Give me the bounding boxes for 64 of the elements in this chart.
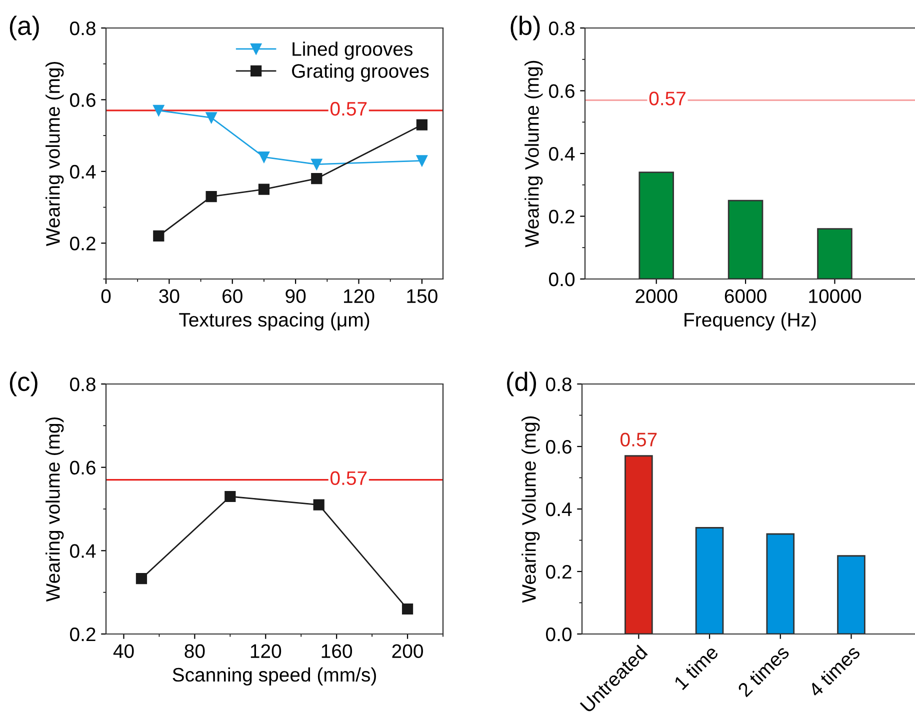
y-tick-label: 0.2 [70, 236, 96, 250]
y-tick-label: 0.2 [546, 564, 572, 579]
point [416, 155, 428, 166]
x-tick-label: 1 time [673, 644, 720, 690]
point [311, 158, 322, 170]
point [206, 112, 217, 124]
point [313, 499, 324, 510]
x-tick-label: 160 [322, 644, 352, 658]
y-axis-title: Wearing Volume (mg) [522, 416, 540, 603]
y-tick-label: 0.0 [549, 272, 575, 286]
point [153, 104, 164, 116]
x-tick-label: 60 [222, 289, 242, 304]
x-tick-label: 150 [407, 289, 438, 304]
chart-title: (a) [10, 16, 39, 40]
x-axis-title: Textures spacing (μm) [179, 312, 370, 331]
chart-title: (b) [510, 16, 540, 40]
legend-label: Grating grooves [292, 64, 429, 82]
ref-line-label: 0.57 [330, 102, 367, 116]
y-tick-label: 0.8 [546, 377, 572, 392]
x-axis-title: Frequency (Hz) [684, 312, 816, 331]
x-tick-label: 200 [392, 644, 423, 658]
y-tick-label: 0.6 [70, 460, 96, 475]
x-tick-label: 10000 [809, 289, 862, 304]
ref-line-label: 0.57 [330, 471, 367, 486]
point [311, 173, 322, 184]
y-tick-label: 0.4 [546, 502, 572, 516]
y-tick-label: 0.0 [546, 627, 572, 642]
y-tick-label: 0.6 [549, 84, 574, 98]
ref-line-label: 0.57 [649, 92, 686, 106]
data-label: 0.57 [620, 432, 657, 446]
point [416, 119, 428, 130]
x-tick-label: 6000 [724, 289, 766, 304]
x-tick-label: 2000 [636, 289, 678, 304]
point [136, 573, 148, 584]
x-tick-label: 90 [286, 289, 306, 304]
legend-label: Lined grooves [292, 42, 413, 60]
y-tick-label: 0.8 [70, 21, 96, 36]
y-tick-label: 0.2 [549, 210, 574, 224]
y-axis-title: Wearing Volume (mg) [524, 60, 543, 248]
point [402, 603, 414, 615]
y-tick-label: 0.2 [70, 627, 96, 642]
y-tick-label: 0.8 [70, 377, 96, 392]
y-axis-title: Wearing volume (mg) [46, 62, 64, 246]
point [224, 490, 236, 502]
x-tick-label: 80 [184, 644, 205, 658]
x-tick-label: 40 [113, 644, 134, 658]
y-tick-label: 0.6 [70, 93, 96, 107]
y-tick-label: 0.4 [70, 544, 96, 558]
x-tick-label: 120 [344, 289, 374, 304]
chart-title: (c) [10, 372, 38, 396]
point [258, 152, 270, 163]
x-tick-label: 120 [250, 644, 282, 658]
y-tick-label: 0.4 [549, 146, 575, 161]
y-tick-label: 0.4 [70, 164, 96, 179]
point [206, 190, 217, 202]
x-axis-title: Scanning speed (mm/s) [172, 667, 376, 686]
y-tick-label: 0.8 [549, 21, 574, 36]
x-tick-label: 0 [101, 289, 111, 304]
point [258, 184, 270, 195]
x-tick-label: 30 [159, 289, 180, 304]
y-axis-title: Wearing volume (mg) [46, 417, 64, 602]
y-tick-label: 0.6 [546, 440, 572, 454]
chart-title: (d) [507, 372, 536, 396]
point [153, 230, 164, 242]
